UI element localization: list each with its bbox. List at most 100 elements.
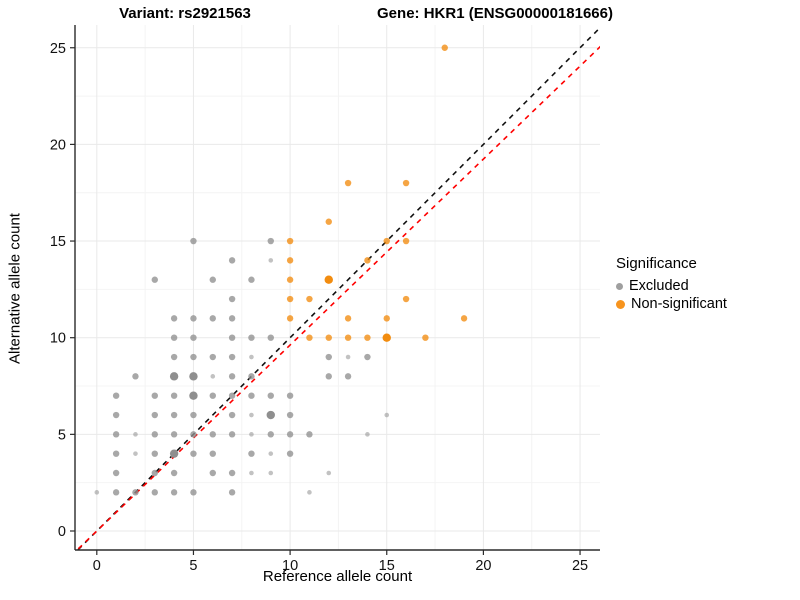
legend-item-non-significant: Non-significant — [616, 296, 727, 312]
data-point — [402, 179, 410, 187]
data-point — [384, 412, 390, 418]
data-point — [112, 450, 120, 457]
data-point — [364, 353, 371, 361]
legend-title: Significance — [616, 255, 697, 272]
x-tick-label: 15 — [379, 558, 395, 574]
data-point — [228, 411, 236, 419]
y-tick-label: 15 — [50, 234, 66, 250]
data-point — [286, 315, 294, 322]
data-point — [228, 431, 236, 438]
data-point — [325, 353, 332, 361]
data-point — [190, 489, 197, 496]
data-point — [133, 432, 138, 437]
data-point — [325, 334, 332, 341]
data-point — [169, 449, 179, 458]
x-axis-label: Reference allele count — [262, 568, 413, 585]
plot-title-gene: Gene: HKR1 (ENSG00000181666) — [377, 5, 613, 22]
y-tick-label: 0 — [58, 524, 66, 540]
data-point — [268, 470, 274, 476]
data-point — [248, 392, 255, 399]
data-point — [286, 237, 294, 245]
data-point — [151, 431, 158, 438]
data-point — [344, 179, 352, 187]
data-point — [132, 373, 139, 380]
y-tick-label: 5 — [58, 427, 66, 443]
data-point — [228, 373, 236, 380]
data-point — [286, 431, 294, 438]
data-point — [306, 295, 313, 303]
data-point — [190, 431, 197, 438]
data-point — [364, 334, 371, 341]
data-point — [112, 431, 120, 438]
data-point — [112, 489, 120, 496]
data-point — [170, 489, 178, 496]
data-point — [344, 315, 352, 322]
data-point — [190, 450, 197, 457]
data-point — [132, 489, 139, 496]
y-tick-label: 20 — [50, 137, 66, 153]
data-point — [365, 432, 370, 437]
data-point — [286, 295, 294, 303]
y-tick-label: 10 — [50, 331, 66, 347]
data-point — [325, 218, 332, 225]
data-point — [402, 295, 410, 303]
data-point — [209, 315, 216, 322]
data-point — [190, 334, 197, 341]
data-point — [190, 353, 197, 361]
data-point — [460, 315, 468, 322]
data-point — [268, 258, 274, 263]
data-point — [209, 392, 216, 399]
data-point — [345, 354, 351, 360]
data-point — [94, 490, 100, 495]
data-point — [382, 333, 391, 342]
legend-item-label: Excluded — [629, 278, 689, 294]
data-point — [133, 451, 138, 456]
data-point — [324, 275, 333, 284]
data-point — [228, 295, 236, 303]
data-point — [249, 412, 254, 418]
data-point — [189, 372, 198, 381]
data-point — [344, 373, 352, 380]
data-point — [286, 411, 294, 419]
data-point — [228, 469, 236, 477]
data-point — [170, 431, 178, 438]
data-point — [151, 411, 158, 419]
non-significant-dot-icon — [616, 299, 625, 309]
plot-title-variant: Variant: rs2921563 — [119, 5, 251, 22]
data-point — [189, 391, 198, 400]
data-point — [228, 257, 236, 264]
data-point — [249, 354, 254, 360]
data-point — [441, 44, 448, 51]
x-tick-label: 25 — [572, 558, 588, 574]
data-point — [228, 315, 236, 322]
data-point — [170, 392, 178, 399]
data-point — [248, 276, 255, 283]
x-tick-label: 0 — [93, 558, 101, 574]
data-point — [326, 470, 332, 476]
data-point — [209, 276, 216, 283]
data-point — [209, 353, 216, 361]
data-point — [170, 315, 178, 322]
data-point — [383, 315, 390, 322]
data-point — [170, 411, 178, 419]
fit-line — [75, 45, 600, 550]
data-point — [249, 432, 254, 437]
data-point — [228, 489, 236, 496]
data-point — [190, 237, 197, 245]
data-point — [325, 373, 332, 380]
legend-item-excluded: Excluded — [616, 278, 727, 294]
data-point — [344, 334, 352, 341]
data-point — [112, 469, 120, 477]
data-point — [286, 392, 294, 399]
data-point — [286, 276, 294, 283]
data-point — [228, 353, 236, 361]
data-point — [209, 431, 216, 438]
data-point — [228, 392, 236, 399]
data-point — [268, 451, 274, 456]
data-point — [266, 410, 275, 420]
data-point — [402, 237, 410, 245]
data-point — [267, 237, 274, 245]
data-point — [286, 450, 294, 457]
